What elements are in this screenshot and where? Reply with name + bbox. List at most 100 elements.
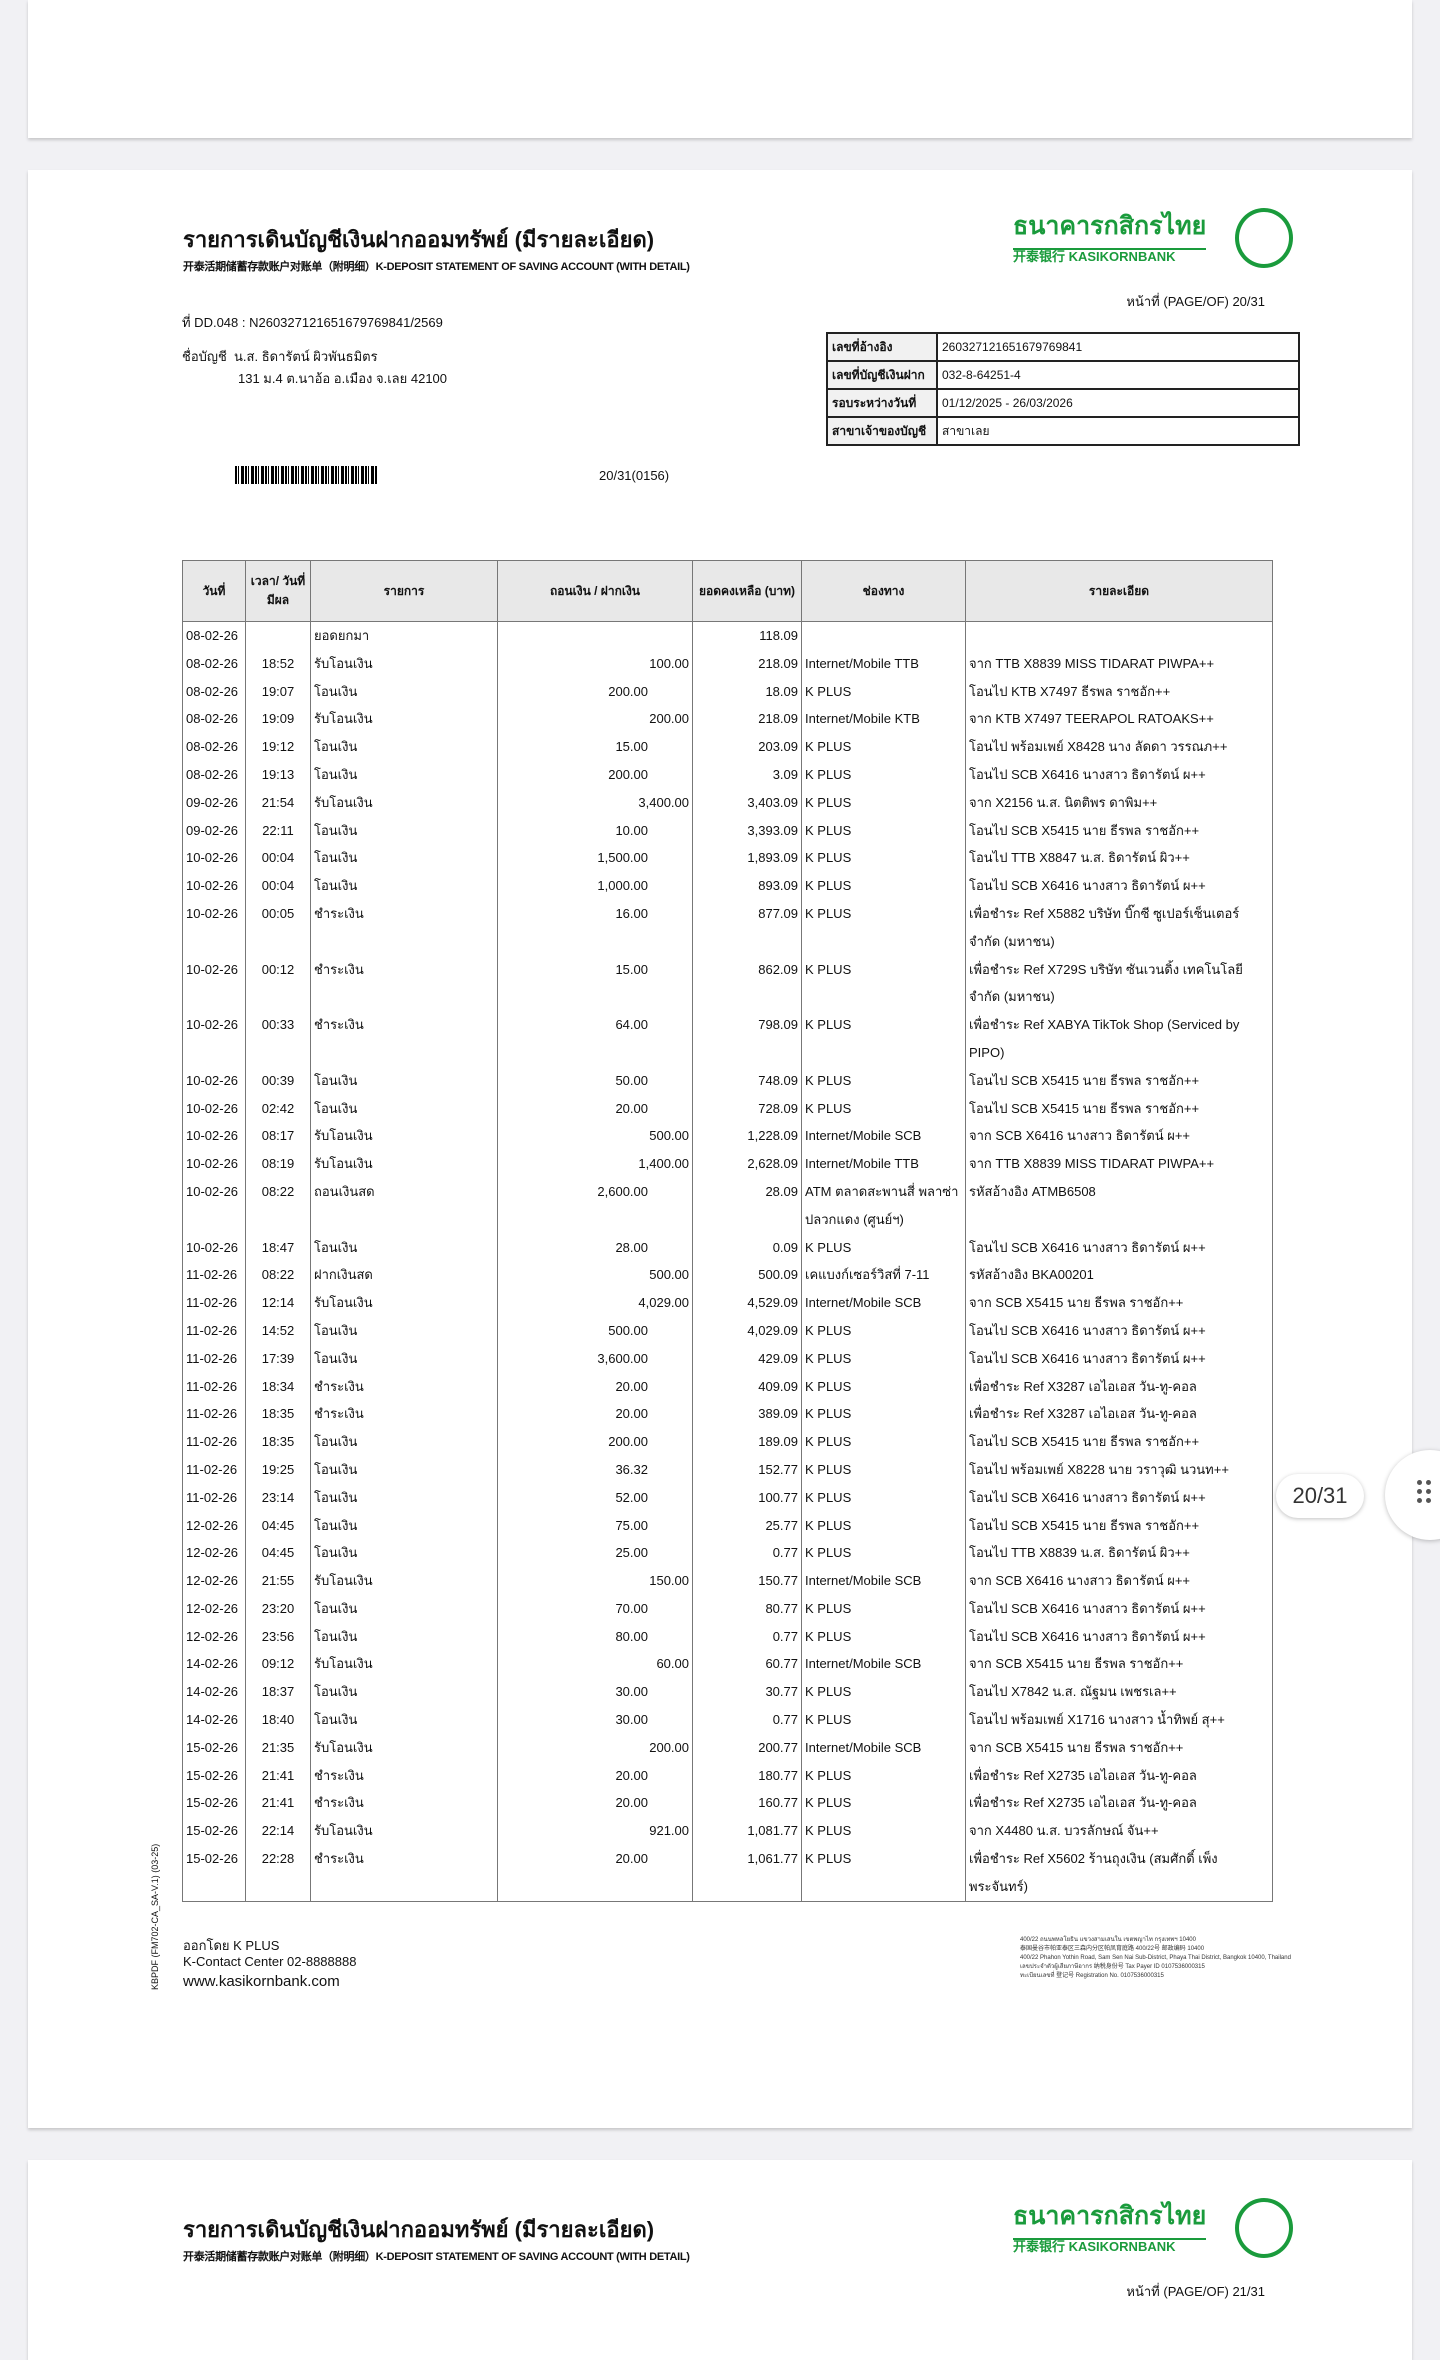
- time-cell: 00:33: [245, 1011, 311, 1067]
- balance-cell: 118.09: [692, 621, 802, 650]
- balance-cell: 2,628.09: [692, 1150, 802, 1178]
- channel-cell: K PLUS: [801, 1845, 966, 1902]
- detail-cell: จาก SCB X5415 นาย ธีรพล ราชอัก++: [965, 1650, 1273, 1679]
- time-cell: 09:12: [245, 1650, 311, 1679]
- description-cell: โอนเงิน: [310, 1316, 498, 1345]
- withdrawal-amount: 50.00: [497, 1066, 693, 1095]
- channel-cell: K PLUS: [801, 1372, 966, 1401]
- detail-cell: รหัสอ้างอิง ATMB6508: [965, 1177, 1273, 1234]
- statement-page-20: รายการเดินบัญชีเงินฝากออมทรัพย์ (มีรายละ…: [28, 170, 1412, 2128]
- channel-cell: K PLUS: [801, 1761, 966, 1790]
- channel-cell: Internet/Mobile SCB: [801, 1289, 966, 1317]
- table-row: 11-02-26 19:25 โอนเงิน 36.32 152.77 K PLUS โอน…: [182, 1455, 1273, 1484]
- channel-cell: K PLUS: [801, 1233, 966, 1262]
- deposit-amount: 100.00: [497, 649, 693, 678]
- detail-cell: โอนไป พร้อมเพย์ X8228 นาย วราวุฒิ นวนท++: [965, 1455, 1273, 1484]
- withdrawal-amount: 1,000.00: [497, 872, 693, 900]
- info-row: รอบระหว่างวันที่ 01/12/2025 - 26/03/2026: [826, 388, 1300, 418]
- website-link[interactable]: www.kasikornbank.com: [183, 1973, 340, 1990]
- description-cell: โอนเงิน: [310, 1678, 498, 1707]
- statement-page-21: รายการเดินบัญชีเงินฝากออมทรัพย์ (มีรายละ…: [28, 2160, 1412, 2360]
- balance-cell: 218.09: [692, 705, 802, 734]
- balance-cell: 0.77: [692, 1706, 802, 1734]
- time-cell: 18:35: [245, 1400, 311, 1429]
- description-cell: รับโอนเงิน: [310, 649, 498, 678]
- time-cell: 12:14: [245, 1289, 311, 1317]
- table-row: 10-02-26 08:22 ถอนเงินสด 2,600.00 28.09 ATM ต…: [182, 1177, 1273, 1234]
- date-cell: 14-02-26: [182, 1706, 246, 1734]
- channel-cell: K PLUS: [801, 760, 966, 789]
- page-number: หน้าที่ (PAGE/OF) 20/31: [1126, 294, 1265, 309]
- channel-cell: K PLUS: [801, 1483, 966, 1512]
- withdrawal-amount: 200.00: [497, 677, 693, 706]
- description-cell: รับโอนเงิน: [310, 788, 498, 817]
- channel-cell: Internet/Mobile SCB: [801, 1567, 966, 1595]
- time-cell: 00:04: [245, 844, 311, 873]
- detail-cell: โอนไป SCB X5415 นาย ธีรพล ราชอัก++: [965, 1094, 1273, 1123]
- address-line: 400/22 Phahon Yothin Road, Sam Sen Nai S…: [1020, 1955, 1291, 1961]
- barcode-text: 20/31(0156): [599, 468, 670, 483]
- issued-by: ออกโดย K PLUS: [183, 1938, 280, 1953]
- channel-cell: K PLUS: [801, 1400, 966, 1429]
- balance-cell: 877.09: [692, 899, 802, 956]
- channel-cell: Internet/Mobile SCB: [801, 1650, 966, 1679]
- detail-cell: โอนไป X7842 น.ส. ณัฐมน เพชรเล++: [965, 1678, 1273, 1707]
- withdrawal-amount: 70.00: [497, 1594, 693, 1623]
- channel-cell: K PLUS: [801, 844, 966, 873]
- detail-cell: โอนไป SCB X6416 นางสาว ธิดารัตน์ ผ++: [965, 1594, 1273, 1623]
- balance-cell: 218.09: [692, 649, 802, 678]
- date-cell: 11-02-26: [182, 1316, 246, 1345]
- footer: ออกโดย K PLUS K-Contact Center 02-888888…: [183, 1936, 356, 1992]
- balance-cell: 0.77: [692, 1539, 802, 1568]
- table-row: 10-02-26 00:39 โอนเงิน 50.00 748.09 K PLUS โอน…: [182, 1066, 1273, 1095]
- page-indicator: 20/31: [1276, 1474, 1364, 1518]
- detail-cell: จาก SCB X6416 นางสาว ธิดารัตน์ ผ++: [965, 1122, 1273, 1151]
- column-header: ยอดคงเหลือ (บาท): [692, 560, 802, 622]
- document-number: ที่ DD.048 : N260327121651679769841/2569: [182, 315, 443, 330]
- channel-cell: [801, 621, 966, 650]
- detail-cell: จาก SCB X5415 นาย ธีรพล ราชอัก++: [965, 1733, 1273, 1762]
- channel-cell: K PLUS: [801, 1428, 966, 1456]
- withdrawal-amount: 64.00: [497, 1011, 693, 1067]
- account-name-value: น.ส. ธิดารัตน์ ผิวพันธมิตร: [234, 349, 378, 364]
- description-cell: โอนเงิน: [310, 677, 498, 706]
- detail-cell: เพื่อชำระ Ref X3287 เอไอเอส วัน-ทู-คอล: [965, 1400, 1273, 1429]
- bank-address: 400/22 ถนนพหลโยธิน แขวงสามเสนใน เขตพญาไท…: [1020, 1936, 1291, 1981]
- withdrawal-amount: 36.32: [497, 1455, 693, 1484]
- withdrawal-amount: 30.00: [497, 1706, 693, 1734]
- deposit-amount: 500.00: [497, 1122, 693, 1151]
- info-label: เลขที่อ้างอิง: [826, 332, 938, 362]
- time-cell: 18:52: [245, 649, 311, 678]
- time-cell: 18:34: [245, 1372, 311, 1401]
- table-row: 15-02-26 21:41 ชำระเงิน 20.00 160.77 K PLUS เพ…: [182, 1789, 1273, 1818]
- table-row: 11-02-26 12:14 รับโอนเงิน 4,029.00 4,529.09 I…: [182, 1289, 1273, 1317]
- withdrawal-amount: 20.00: [497, 1789, 693, 1818]
- date-cell: 08-02-26: [182, 621, 246, 650]
- withdrawal-amount: 75.00: [497, 1511, 693, 1540]
- date-cell: 15-02-26: [182, 1845, 246, 1902]
- date-cell: 11-02-26: [182, 1428, 246, 1456]
- table-row: 10-02-26 00:12 ชำระเงิน 15.00 862.09 K PLUS เพ…: [182, 955, 1273, 1012]
- time-cell: [245, 621, 311, 650]
- channel-cell: K PLUS: [801, 1344, 966, 1373]
- detail-cell: จาก SCB X6416 นางสาว ธิดารัตน์ ผ++: [965, 1567, 1273, 1595]
- table-row: 14-02-26 18:40 โอนเงิน 30.00 0.77 K PLUS โอนไป…: [182, 1706, 1273, 1734]
- description-cell: โอนเงิน: [310, 872, 498, 900]
- info-row: เลขที่บัญชีเงินฝาก 032-8-64251-4: [826, 360, 1300, 390]
- time-cell: 00:39: [245, 1066, 311, 1095]
- description-cell: รับโอนเงิน: [310, 1150, 498, 1178]
- date-cell: 11-02-26: [182, 1455, 246, 1484]
- detail-cell: โอนไป SCB X6416 นางสาว ธิดารัตน์ ผ++: [965, 872, 1273, 900]
- logo-english-text: 开泰银行 KASIKORNBANK: [1013, 2239, 1176, 2254]
- channel-cell: K PLUS: [801, 816, 966, 845]
- balance-cell: 60.77: [692, 1650, 802, 1679]
- description-cell: ชำระเงิน: [310, 1011, 498, 1067]
- withdrawal-amount: 30.00: [497, 1678, 693, 1707]
- time-cell: 21:55: [245, 1567, 311, 1595]
- time-cell: 08:19: [245, 1150, 311, 1178]
- date-cell: 08-02-26: [182, 649, 246, 678]
- date-cell: 10-02-26: [182, 1177, 246, 1234]
- channel-cell: K PLUS: [801, 733, 966, 761]
- date-cell: 11-02-26: [182, 1289, 246, 1317]
- info-value: 032-8-64251-4: [936, 360, 1300, 390]
